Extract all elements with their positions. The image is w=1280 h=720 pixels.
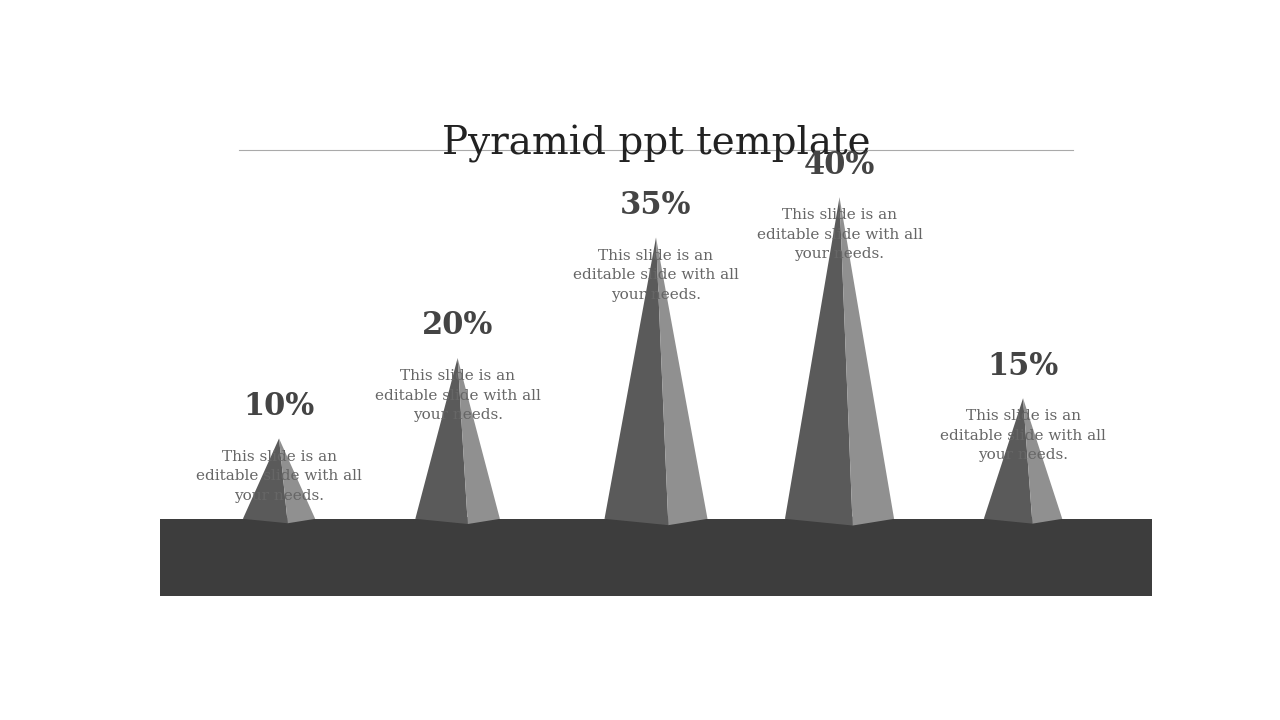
Polygon shape — [984, 398, 1033, 523]
Polygon shape — [243, 517, 315, 523]
Text: This slide is an
editable slide with all
your needs.: This slide is an editable slide with all… — [196, 449, 362, 503]
Polygon shape — [415, 516, 500, 524]
Polygon shape — [604, 238, 668, 525]
Text: 35%: 35% — [621, 190, 691, 221]
Text: This slide is an
editable slide with all
your needs.: This slide is an editable slide with all… — [375, 369, 540, 422]
Text: 10%: 10% — [243, 391, 315, 422]
Polygon shape — [415, 358, 467, 524]
Text: This slide is an
editable slide with all
your needs.: This slide is an editable slide with all… — [756, 208, 923, 261]
Polygon shape — [984, 517, 1062, 523]
Polygon shape — [657, 238, 708, 525]
Polygon shape — [785, 516, 895, 526]
Polygon shape — [840, 197, 895, 526]
Polygon shape — [1023, 398, 1062, 523]
Text: 20%: 20% — [422, 310, 493, 341]
Text: 15%: 15% — [987, 351, 1059, 382]
Text: 40%: 40% — [804, 150, 876, 181]
Bar — [160, 519, 1152, 596]
Polygon shape — [243, 438, 288, 523]
Text: Pyramid ppt template: Pyramid ppt template — [442, 125, 870, 163]
Polygon shape — [279, 438, 315, 523]
Polygon shape — [604, 516, 708, 525]
Polygon shape — [785, 197, 852, 526]
Polygon shape — [458, 358, 500, 524]
Text: This slide is an
editable slide with all
your needs.: This slide is an editable slide with all… — [940, 410, 1106, 462]
Text: This slide is an
editable slide with all
your needs.: This slide is an editable slide with all… — [573, 248, 739, 302]
